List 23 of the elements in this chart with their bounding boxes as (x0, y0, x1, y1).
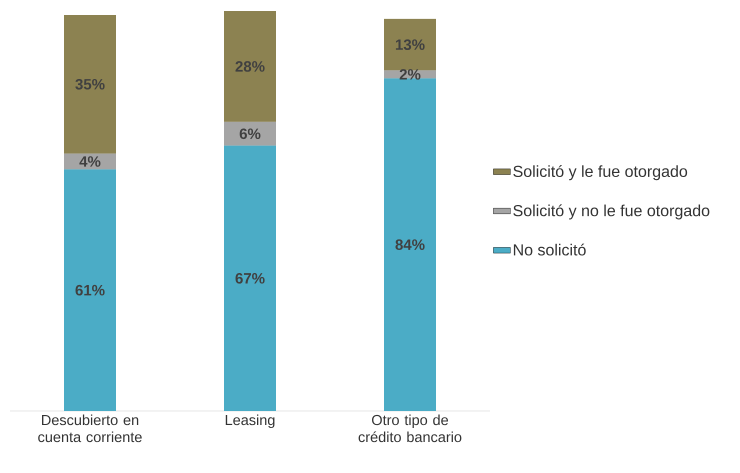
data-label: 28% (236, 61, 265, 72)
data-label: 13% (396, 39, 425, 50)
x-tick-label: Otro tipo de crédito bancario (358, 414, 462, 442)
data-label: 67% (236, 273, 265, 284)
data-label: 4% (79, 156, 100, 167)
bar (384, 18, 436, 70)
bar (384, 78, 436, 411)
x-tick-label: Leasing (226, 414, 274, 428)
data-label: 2% (400, 69, 420, 80)
data-label: 35% (75, 78, 105, 90)
data-label: 61% (76, 284, 105, 296)
x-tick-label: Descubierto en cuenta corriente (38, 414, 142, 442)
bar (64, 169, 116, 411)
bar (64, 14, 116, 154)
data-label: 6% (240, 128, 260, 140)
legend-label: Solicitó y le fue otorgado (513, 165, 688, 180)
legend-label: Solicitó y no le fue otorgado (513, 204, 710, 220)
bar (224, 122, 276, 146)
bar (224, 146, 276, 411)
bar (64, 154, 116, 170)
data-label: 84% (395, 239, 425, 250)
bar (224, 10, 276, 122)
legend-label: No solicitó (514, 244, 586, 256)
